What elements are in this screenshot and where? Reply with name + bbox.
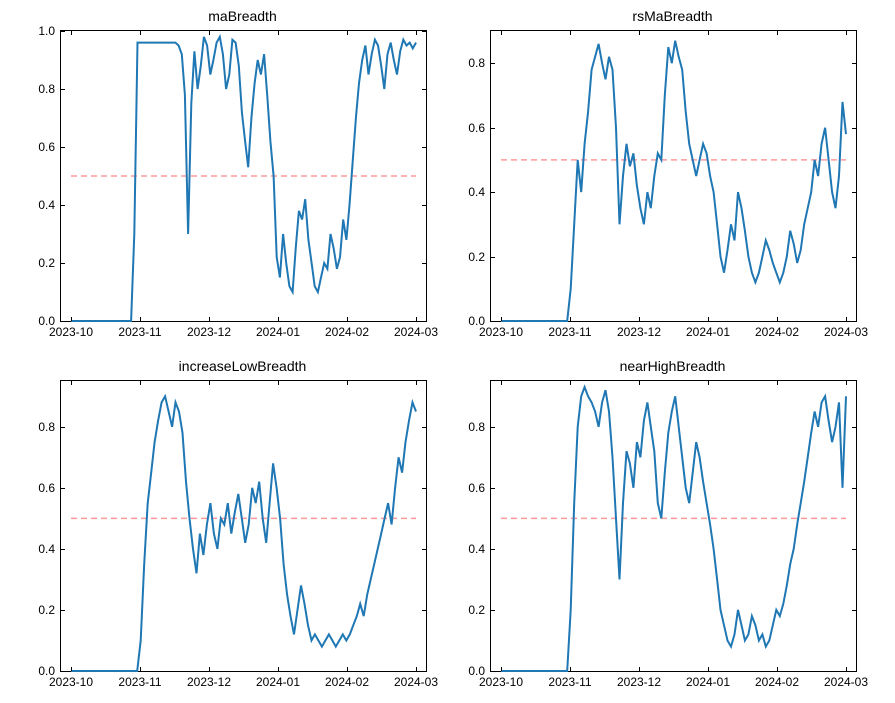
xtick-label: 2023-12 bbox=[617, 321, 661, 339]
plot-area: 0.00.20.40.60.82023-102023-112023-122024… bbox=[60, 380, 427, 672]
xtick-label: 2024-01 bbox=[686, 671, 730, 689]
xtick-label: 2023-10 bbox=[479, 321, 523, 339]
subplot-nearHighBreadth: nearHighBreadth 0.00.20.40.60.82023-1020… bbox=[490, 380, 855, 670]
xtick-label: 2024-02 bbox=[325, 671, 369, 689]
xtick-label: 2023-10 bbox=[479, 671, 523, 689]
xtick-label: 2024-02 bbox=[755, 321, 799, 339]
ytick-label: 0.2 bbox=[38, 603, 61, 617]
xtick-label: 2024-02 bbox=[755, 671, 799, 689]
subplot-maBreadth: maBreadth 0.00.20.40.60.81.02023-102023-… bbox=[60, 30, 425, 320]
subplot-title: nearHighBreadth bbox=[490, 358, 855, 374]
xtick-label: 2024-01 bbox=[686, 321, 730, 339]
ytick-label: 0.8 bbox=[468, 420, 491, 434]
plot-area: 0.00.20.40.60.82023-102023-112023-122024… bbox=[490, 30, 857, 322]
ytick-label: 1.0 bbox=[38, 24, 61, 38]
xtick-label: 2024-03 bbox=[824, 321, 868, 339]
xtick-label: 2023-11 bbox=[548, 321, 591, 339]
ytick-label: 0.4 bbox=[38, 542, 61, 556]
ytick-label: 0.6 bbox=[38, 481, 61, 495]
ytick-label: 0.2 bbox=[468, 603, 491, 617]
ytick-label: 0.8 bbox=[38, 82, 61, 96]
xtick-label: 2023-12 bbox=[187, 321, 231, 339]
xtick-label: 2024-02 bbox=[325, 321, 369, 339]
ytick-label: 0.2 bbox=[468, 250, 491, 264]
ytick-label: 0.8 bbox=[468, 56, 491, 70]
ytick-label: 0.4 bbox=[468, 185, 491, 199]
chart-svg bbox=[61, 381, 426, 671]
xtick-label: 2023-10 bbox=[49, 671, 93, 689]
ytick-label: 0.6 bbox=[38, 140, 61, 154]
ytick-label: 0.4 bbox=[468, 542, 491, 556]
subplot-rsMaBreadth: rsMaBreadth 0.00.20.40.60.82023-102023-1… bbox=[490, 30, 855, 320]
line-series bbox=[71, 37, 416, 321]
ytick-label: 0.6 bbox=[468, 121, 491, 135]
xtick-label: 2024-01 bbox=[256, 321, 300, 339]
subplot-title: rsMaBreadth bbox=[490, 8, 855, 24]
xtick-label: 2024-03 bbox=[394, 321, 438, 339]
ytick-label: 0.8 bbox=[38, 420, 61, 434]
xtick-label: 2023-12 bbox=[617, 671, 661, 689]
subplot-title: increaseLowBreadth bbox=[60, 358, 425, 374]
line-series bbox=[71, 396, 416, 671]
xtick-label: 2023-11 bbox=[118, 671, 161, 689]
xtick-label: 2024-03 bbox=[394, 671, 438, 689]
ytick-label: 0.4 bbox=[38, 198, 61, 212]
line-series bbox=[501, 387, 846, 671]
chart-svg bbox=[491, 31, 856, 321]
xtick-label: 2023-11 bbox=[548, 671, 591, 689]
xtick-label: 2024-01 bbox=[256, 671, 300, 689]
plot-area: 0.00.20.40.60.82023-102023-112023-122024… bbox=[490, 380, 857, 672]
xtick-label: 2023-10 bbox=[49, 321, 93, 339]
chart-svg bbox=[61, 31, 426, 321]
ytick-label: 0.6 bbox=[468, 481, 491, 495]
xtick-label: 2023-12 bbox=[187, 671, 231, 689]
ytick-label: 0.2 bbox=[38, 256, 61, 270]
xtick-label: 2023-11 bbox=[118, 321, 161, 339]
line-series bbox=[501, 41, 846, 321]
subplot-increaseLowBreadth: increaseLowBreadth 0.00.20.40.60.82023-1… bbox=[60, 380, 425, 670]
xtick-label: 2024-03 bbox=[824, 671, 868, 689]
chart-svg bbox=[491, 381, 856, 671]
figure: maBreadth 0.00.20.40.60.81.02023-102023-… bbox=[0, 0, 895, 703]
subplot-title: maBreadth bbox=[60, 8, 425, 24]
plot-area: 0.00.20.40.60.81.02023-102023-112023-122… bbox=[60, 30, 427, 322]
